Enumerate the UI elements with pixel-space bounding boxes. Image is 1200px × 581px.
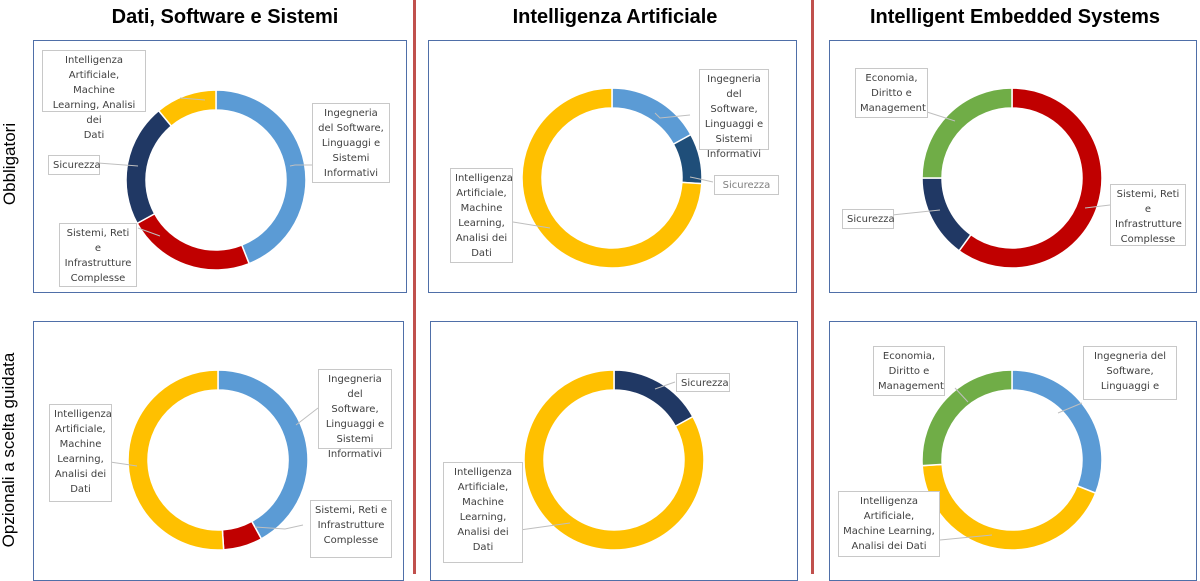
donut-segment bbox=[921, 177, 972, 252]
donut-chart-5 bbox=[523, 369, 705, 551]
callout-p1-ai: Intelligenza Artificiale, Machine Learni… bbox=[42, 50, 146, 141]
donut-segment bbox=[127, 369, 225, 551]
column-title-dati-software-sistemi: Dati, Software e Sistemi bbox=[111, 6, 339, 28]
leader-line bbox=[97, 162, 139, 167]
leader-line bbox=[939, 534, 993, 541]
donut-chart-6 bbox=[921, 369, 1103, 551]
callout-p1-software: Ingegneria del Software, Linguaggi e Sis… bbox=[312, 103, 390, 183]
callout-p5-ai: Intelligenza Artificiale, Machine Learni… bbox=[443, 462, 523, 563]
column-divider-1 bbox=[413, 0, 416, 574]
column-title-intelligent-embedded-systems: Intelligent Embedded Systems bbox=[869, 6, 1161, 28]
callout-p3-security: Sicurezza bbox=[842, 209, 895, 229]
donut-segment bbox=[215, 89, 307, 265]
callout-p4-software: Ingegneria del Software, Linguaggi e Sis… bbox=[318, 369, 392, 460]
donut-segment bbox=[672, 133, 703, 185]
leader-line bbox=[179, 97, 206, 101]
leader-line bbox=[254, 524, 304, 530]
donut-segment bbox=[921, 87, 1013, 179]
leader-line bbox=[512, 221, 551, 229]
donut-segment bbox=[921, 369, 1013, 467]
leader-line bbox=[891, 209, 941, 216]
leader-line bbox=[519, 522, 571, 531]
leader-line bbox=[109, 461, 138, 467]
callout-p6-ai: Intelligenza Artificiale, Machine Learni… bbox=[838, 491, 940, 557]
callout-p6-software: Ingegneria del Software, Linguaggi e bbox=[1083, 346, 1177, 400]
donut-chart-3 bbox=[921, 87, 1103, 269]
leader-line bbox=[295, 407, 319, 426]
donut-segment bbox=[521, 87, 703, 269]
callout-p3-economy: Economia, Diritto e Management bbox=[855, 68, 928, 118]
donut-segment bbox=[921, 463, 1097, 551]
donut-segment bbox=[125, 109, 173, 225]
callout-p1-security: Sicurezza bbox=[48, 155, 101, 175]
leader-line bbox=[137, 227, 161, 237]
callout-p4-ai: Intelligenza Artificiale, Machine Learni… bbox=[49, 404, 112, 502]
callout-p3-systems: Sistemi, Reti e Infrastrutture Complesse bbox=[1110, 184, 1186, 246]
leader-line bbox=[1057, 402, 1083, 414]
donut-segment bbox=[523, 369, 705, 551]
column-title-intelligenza-artificiale: Intelligenza Artificiale bbox=[512, 6, 718, 28]
donut-segment bbox=[958, 87, 1103, 269]
donut-chart-1 bbox=[125, 89, 307, 271]
leader-line bbox=[654, 381, 676, 390]
donut-chart-2 bbox=[521, 87, 703, 269]
leader-line bbox=[654, 112, 691, 119]
callout-p4-systems: Sistemi, Reti e Infrastrutture Complesse bbox=[310, 500, 392, 558]
callout-p6-economy: Economia, Diritto e Management bbox=[873, 346, 945, 396]
donut-segment bbox=[157, 89, 217, 128]
callout-p2-ai: Intelligenza Artificiale, Machine Learni… bbox=[450, 168, 513, 263]
callout-p5-security: Sicurezza bbox=[676, 373, 730, 392]
column-divider-2 bbox=[811, 0, 814, 574]
leader-line bbox=[1084, 204, 1111, 209]
callout-p2-software: Ingegneria del Software, Linguaggi e Sis… bbox=[699, 69, 769, 160]
leader-line bbox=[926, 111, 956, 122]
callout-p1-systems: Sistemi, Reti e Infrastrutture Complesse bbox=[59, 223, 137, 287]
donut-segment bbox=[136, 212, 251, 271]
leader-line bbox=[689, 176, 714, 183]
leader-line bbox=[954, 387, 969, 403]
callout-p2-security: Sicurezza bbox=[714, 175, 779, 195]
donut-chart-4 bbox=[127, 369, 309, 551]
donut-segment bbox=[217, 369, 309, 540]
leader-line bbox=[289, 164, 312, 167]
